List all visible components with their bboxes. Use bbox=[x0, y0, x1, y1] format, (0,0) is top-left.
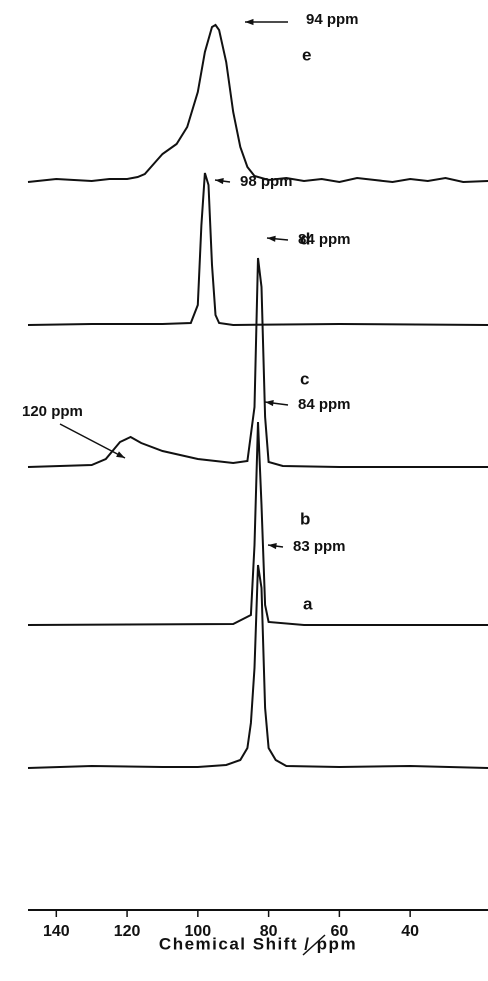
x-tick-label: 120 bbox=[114, 923, 141, 940]
spectrum-line bbox=[27, 172, 488, 327]
arrow-head bbox=[268, 543, 277, 550]
peak-annotation: 83 ppm bbox=[293, 538, 346, 555]
spectrum-line bbox=[27, 23, 488, 184]
spectrum-line bbox=[27, 257, 488, 468]
arrow-head bbox=[215, 178, 224, 185]
peak-annotation: 120 ppm bbox=[22, 403, 83, 420]
x-tick-label: 100 bbox=[184, 923, 211, 940]
annotation-arrow bbox=[59, 423, 126, 459]
trace-label: d bbox=[300, 229, 310, 248]
axis-label-slash bbox=[302, 934, 326, 956]
x-axis-label: Chemical Shift / ppm bbox=[159, 934, 357, 953]
arrow-head bbox=[245, 18, 254, 26]
trace-label: c bbox=[300, 369, 309, 388]
x-tick-label: 80 bbox=[260, 923, 278, 940]
peak-annotation: 94 ppm bbox=[306, 11, 359, 28]
trace-label: a bbox=[303, 594, 313, 613]
arrow-head bbox=[116, 451, 125, 458]
peak-annotation: 84 ppm bbox=[298, 231, 351, 248]
x-tick-label: 60 bbox=[330, 923, 348, 940]
arrow-head bbox=[265, 400, 274, 407]
x-tick-label: 140 bbox=[43, 923, 70, 940]
peak-annotation: 98 ppm bbox=[240, 173, 293, 190]
spectrum-line bbox=[27, 564, 488, 769]
spectrum-line bbox=[27, 421, 488, 626]
peak-annotation: 84 ppm bbox=[298, 396, 351, 413]
x-tick-label: 40 bbox=[401, 923, 419, 940]
trace-label: b bbox=[300, 509, 310, 528]
trace-label: e bbox=[302, 45, 311, 64]
arrow-head bbox=[267, 235, 276, 242]
